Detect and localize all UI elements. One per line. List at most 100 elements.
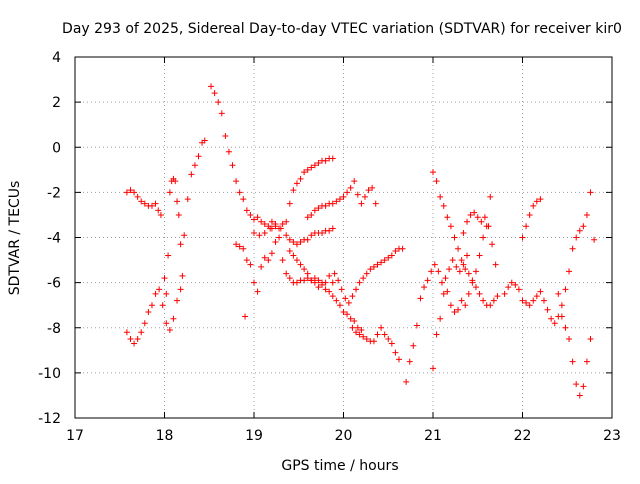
data-point [381,331,388,338]
data-point [433,331,440,338]
data-point [537,288,544,295]
data-series-4 [233,234,336,320]
data-point [381,257,388,264]
data-point [519,297,526,304]
data-point [340,193,347,200]
data-point [283,218,290,225]
data-point [354,191,361,198]
data-point [349,293,356,300]
data-point [458,257,465,264]
data-point [472,268,479,275]
data-point [304,166,311,173]
data-point [297,175,304,182]
data-point [385,254,392,261]
data-point [540,297,547,304]
data-point [354,324,361,331]
data-point [311,162,318,169]
data-point [433,178,440,185]
data-point [268,218,275,225]
data-point [165,252,172,259]
data-point [166,327,173,334]
data-point [360,333,367,340]
data-point [363,336,370,343]
data-point [465,290,472,297]
data-point [417,295,424,302]
data-point [421,284,428,291]
data-point [347,184,354,191]
data-point [476,290,483,297]
data-point [349,324,356,331]
data-point [243,207,250,214]
data-point [184,196,191,203]
data-point [211,90,218,97]
data-point [544,306,551,313]
data-point [174,297,181,304]
data-point [308,211,315,218]
data-point [447,223,454,230]
data-point [258,218,265,225]
data-point [469,279,476,286]
data-point [188,171,195,178]
data-series-15 [501,189,594,327]
y-axis-label: SDTVAR / TECUs [7,181,23,296]
data-point [569,245,576,252]
data-point [322,202,329,209]
data-point [374,331,381,338]
data-point [322,279,329,286]
data-point [449,257,456,264]
data-point [297,261,304,268]
data-point [276,225,283,232]
data-point [283,232,290,239]
data-point [385,336,392,343]
data-point [131,189,138,196]
data-point [458,297,465,304]
data-point [138,198,145,205]
data-point [494,293,501,300]
data-point [378,259,385,266]
data-point [455,245,462,252]
data-point [261,229,268,236]
data-point [519,234,526,241]
data-point [329,293,336,300]
data-point [170,315,177,322]
chart-title: Day 293 of 2025, Sidereal Day-to-day VTE… [62,21,622,37]
data-point [311,279,318,286]
data-point [558,313,565,320]
data-series-17 [519,196,544,241]
data-point [293,180,300,187]
data-point [440,202,447,209]
data-point [322,157,329,164]
data-series-6 [268,155,336,232]
data-point [392,349,399,356]
data-point [179,272,186,279]
data-point [555,290,562,297]
data-point [583,211,590,218]
data-point [406,358,413,365]
data-point [490,297,497,304]
data-point [159,302,166,309]
data-point [580,223,587,230]
data-point [152,200,159,207]
data-point [218,110,225,117]
data-point [430,169,436,176]
data-point [174,198,181,205]
data-point [123,189,130,196]
data-point [333,198,340,205]
data-series-14 [430,193,494,372]
data-point [236,189,243,196]
data-point [558,302,565,309]
data-point [437,193,444,200]
y-tick-label: 4 [52,50,61,66]
data-point [515,286,522,293]
data-point [566,268,573,275]
data-point [290,252,297,259]
data-point [286,200,293,207]
data-point [163,290,170,297]
data-point [480,297,487,304]
data-point [261,254,268,261]
data-point [286,236,293,243]
data-point [315,284,322,291]
data-point [351,317,358,324]
data-point [254,214,261,221]
